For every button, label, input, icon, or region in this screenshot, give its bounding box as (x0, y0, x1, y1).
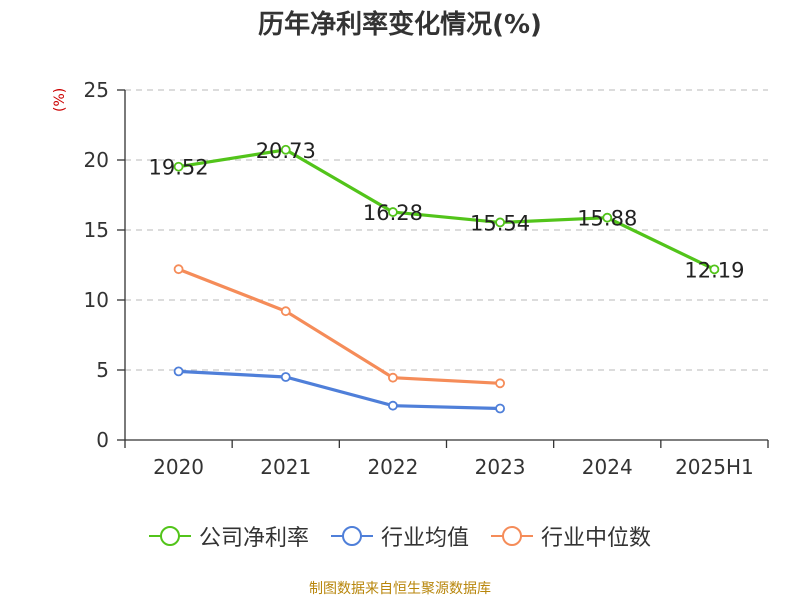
data-point (173, 161, 184, 172)
data-label: 16.28 (363, 201, 423, 225)
x-tick-label: 2020 (153, 455, 204, 479)
legend-marker-industry-mean (330, 526, 373, 546)
y-tick-label: 10 (84, 288, 109, 312)
legend-item-industry-mean[interactable]: 行业均值 (330, 520, 469, 552)
data-label: 19.52 (149, 156, 209, 180)
data-label: 15.54 (470, 211, 530, 235)
legend-marker-industry-median (491, 526, 533, 546)
x-tick-label: 2025H1 (675, 455, 754, 479)
data-label: 15.88 (577, 207, 637, 231)
source-note: 制图数据来自恒生聚源数据库 (309, 581, 491, 597)
x-tick-label: 2022 (367, 455, 418, 479)
data-point (280, 306, 291, 317)
data-point (495, 378, 505, 389)
legend-item-company[interactable]: 公司净利率 (148, 520, 309, 552)
legend-item-industry-median[interactable]: 行业中位数 (491, 520, 651, 552)
data-point (173, 366, 184, 377)
data-point (280, 372, 291, 382)
data-point (388, 207, 398, 217)
y-tick-label: 25 (84, 78, 109, 102)
series-line-0 (178, 148, 716, 271)
data-point (709, 264, 720, 275)
chart-title: 历年净利率变化情况(%) (258, 10, 542, 40)
legend-label-company: 公司净利率 (198, 526, 309, 551)
x-tick-label: 2024 (582, 455, 633, 479)
data-point (280, 144, 291, 155)
data-point (388, 372, 398, 383)
x-tick-label: 2021 (260, 455, 311, 479)
data-point (495, 403, 505, 414)
x-tick-label: 2023 (475, 455, 526, 479)
data-point (602, 212, 613, 223)
legend: 公司净利率 行业均值 行业中位数 (0, 520, 800, 552)
data-point (495, 217, 505, 228)
legend-marker-company (148, 526, 191, 546)
legend-label-industry-mean: 行业均值 (380, 526, 469, 551)
y-tick-label: 5 (96, 358, 109, 382)
series-line-1 (178, 369, 501, 411)
data-label: 20.73 (256, 139, 316, 163)
data-point (388, 400, 398, 411)
data-point (173, 264, 184, 275)
y-tick-label: 15 (84, 218, 109, 242)
y-tick-label: 20 (84, 148, 109, 172)
y-tick-label: 0 (96, 428, 109, 452)
data-label: 12.19 (684, 258, 744, 282)
series-line-2 (177, 267, 501, 385)
legend-label-industry-median: 行业中位数 (541, 526, 652, 551)
